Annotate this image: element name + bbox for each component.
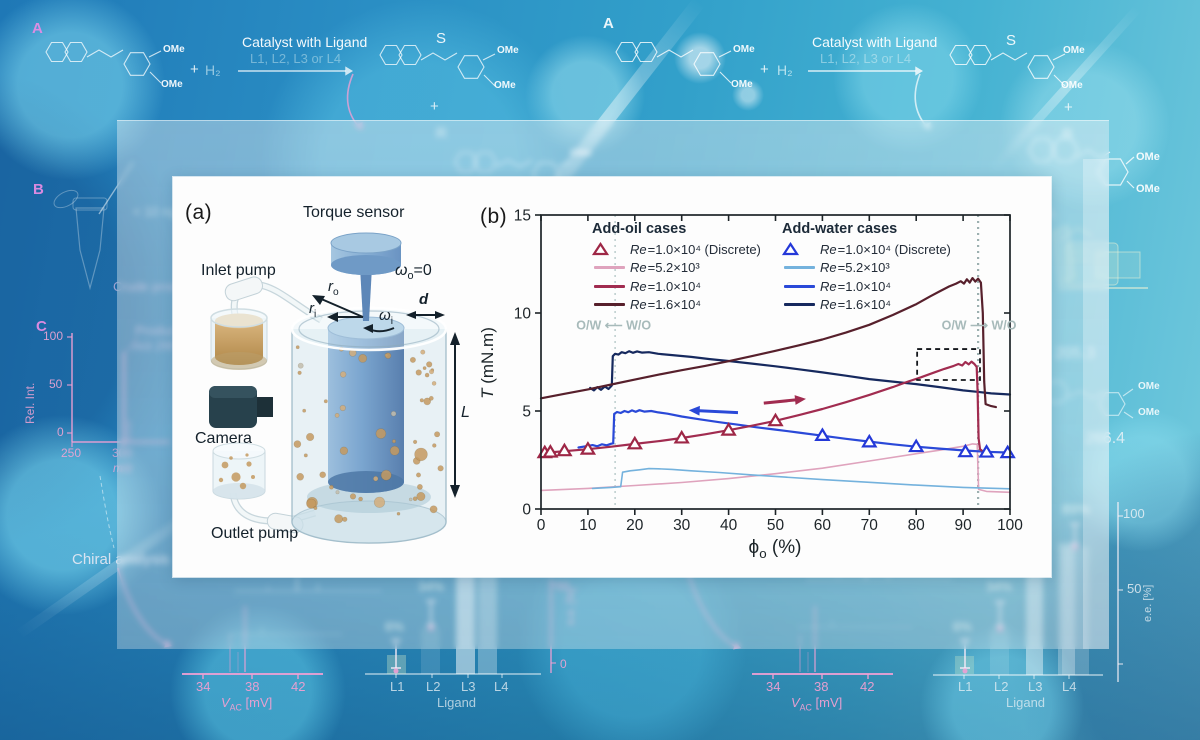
y-axis-label: T (mN.m): [478, 327, 497, 399]
y-tick-label: 0: [522, 502, 531, 519]
x-tick-label: 60: [814, 517, 832, 534]
series-add-oil-re-5200: [540, 443, 1011, 494]
flow-arrow-1: [763, 398, 799, 405]
dimension-arrows: [312, 295, 460, 498]
omega-outer-label: ωo=0: [395, 262, 432, 283]
height-l-label: L: [461, 404, 470, 421]
y-tick-label: 10: [514, 306, 532, 323]
inner-cylinder-body: [328, 328, 404, 493]
x-axis-label: ϕo (%): [748, 537, 802, 561]
series-add-water-re-10000-discrete: [814, 427, 1016, 459]
series-add-oil-re-10000: [539, 360, 983, 455]
inner-cylinder-bottom: [328, 471, 404, 493]
taylor-couette-apparatus: [209, 232, 460, 544]
y-tick-label: 15: [514, 208, 531, 225]
zoom-region-box: [916, 348, 981, 381]
oil-droplets: [293, 345, 444, 524]
series-add-oil-re-10000-discrete: [536, 412, 784, 459]
camera-label: Camera: [195, 430, 252, 447]
x-tick-label: 90: [954, 517, 972, 534]
series-add-water-re-16000: [589, 350, 1012, 396]
r-inner-label: ri: [309, 300, 317, 320]
x-tick-label: 10: [579, 517, 597, 534]
inlet-connector: [224, 276, 264, 302]
x-tick-label: 40: [720, 517, 738, 534]
panel-a-label: (a): [185, 201, 213, 224]
x-tick-label: 20: [626, 517, 644, 534]
sensor-disk-top: [330, 232, 402, 254]
x-tick-label: 30: [673, 517, 691, 534]
apparatus-diagram: (a): [173, 177, 478, 577]
torque-sensor-label: Torque sensor: [303, 204, 405, 221]
flow-arrow-0: [696, 409, 739, 415]
x-tick-label: 80: [908, 517, 926, 534]
sensor-shaft: [360, 267, 372, 321]
flow-arrow-head-0: [688, 405, 700, 416]
x-tick-label: 0: [537, 517, 546, 534]
omega-inner-label: ωi: [379, 307, 393, 327]
torque-chart-panel: (b) 0 10 20 30 40 50 60 70 80 90 100 0 5 10 15 O/W ⟵ W/…: [478, 177, 1051, 577]
figure-panel: (a): [173, 177, 1051, 577]
phase-annotation-0: O/W ⟵ W/O: [576, 319, 651, 333]
torque-vs-oil-fraction-chart: 0 10 20 30 40 50 60 70 80 90 100 0 5 10 15 O/W ⟵ W/O O/W…: [514, 208, 1024, 535]
plot-border: [540, 214, 1011, 510]
x-tick-label: 70: [861, 517, 879, 534]
x-tick-label: 50: [767, 517, 785, 534]
panel-b-label: (b): [480, 205, 508, 228]
y-tick-label: 5: [522, 404, 531, 421]
inlet-pump-container: [210, 308, 268, 370]
flow-arrow-head-1: [794, 395, 806, 405]
series-add-water-re-5200: [591, 467, 1011, 490]
camera-icon: [209, 386, 273, 428]
sensor-disk-bottom: [331, 255, 401, 275]
inlet-pump-label: Inlet pump: [201, 262, 276, 279]
x-tick-label: 100: [997, 517, 1023, 534]
sample-container: [212, 442, 266, 500]
phase-annotation-1: O/W ⟶ W/O: [942, 319, 1017, 333]
series-add-oil-re-16000: [539, 276, 998, 409]
outlet-pump-label: Outlet pump: [211, 525, 299, 542]
r-outer-label: ro: [328, 278, 339, 298]
gap-d-label: d: [419, 291, 429, 308]
